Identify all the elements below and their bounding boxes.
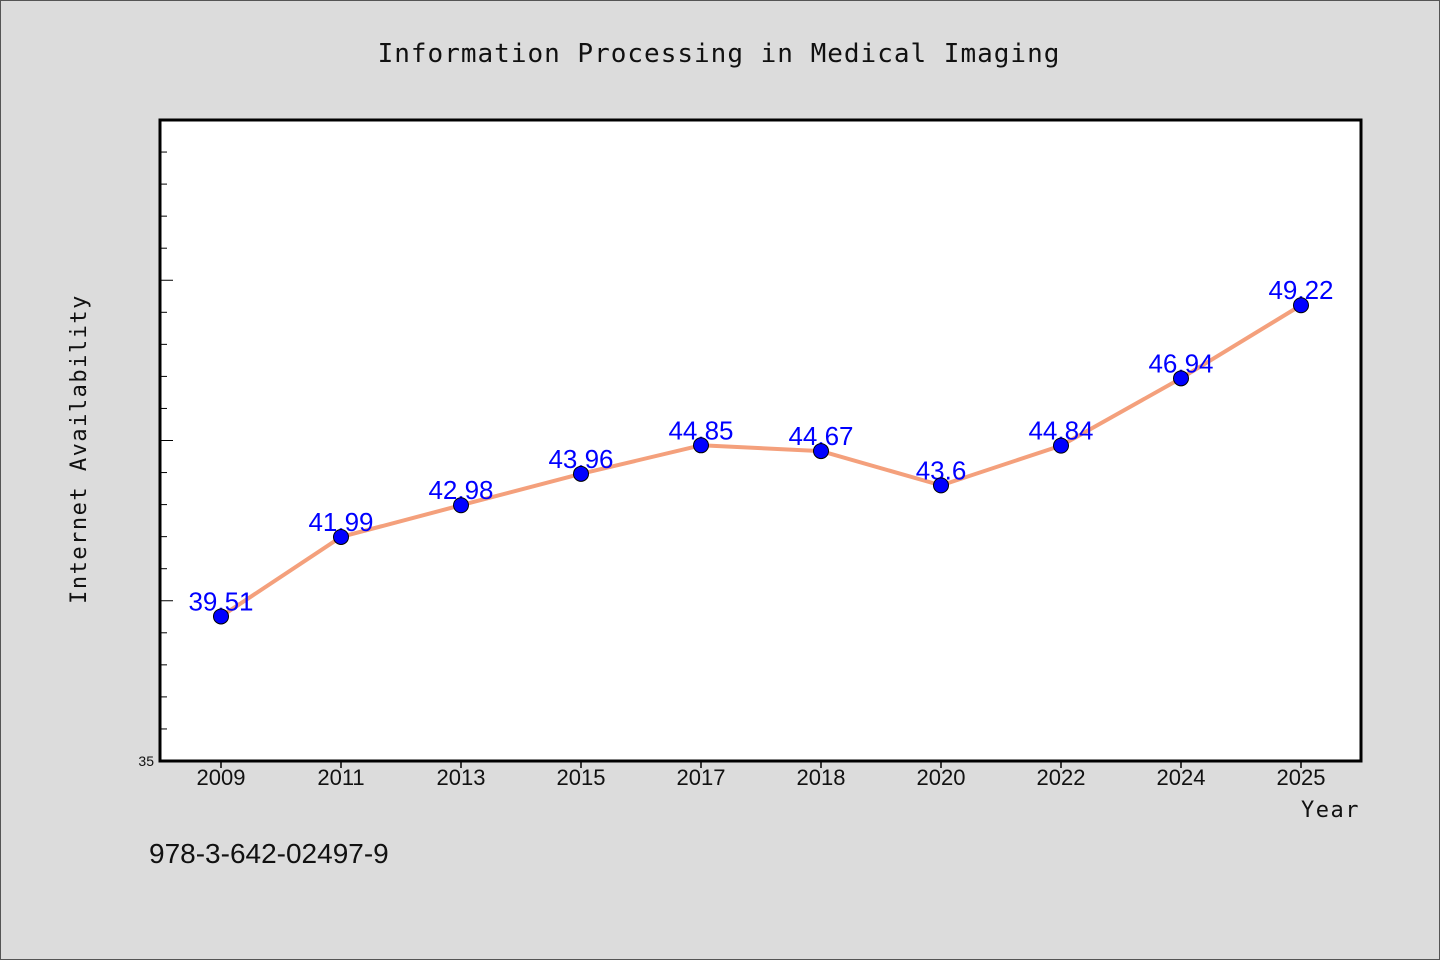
data-point: [1293, 297, 1309, 314]
x-tick-label: 2017: [677, 765, 726, 790]
plot-area: [158, 118, 1363, 763]
x-tick-label: 2022: [1037, 765, 1086, 790]
x-tick-label: 2015: [557, 765, 606, 790]
x-axis: 2009 2011 2013 2015 2017 2018 2020 2022 2024 2025: [197, 761, 1326, 790]
data-point: [333, 528, 349, 545]
data-point: [1173, 370, 1189, 387]
data-point: [933, 477, 949, 494]
data-point: [693, 437, 709, 454]
data-point: [573, 465, 589, 482]
data-point: [1053, 437, 1069, 454]
x-tick-label: 2020: [917, 765, 966, 790]
data-point: [453, 497, 469, 514]
x-tick-label: 2011: [317, 765, 364, 790]
x-tick-label: 2024: [1157, 765, 1206, 790]
data-point: [213, 608, 229, 625]
chart-title: Information Processing in Medical Imagin…: [378, 39, 1061, 69]
series-line: [219, 303, 1303, 619]
y-axis-title: Internet Availability: [67, 294, 92, 604]
x-axis-title: Year: [1301, 798, 1360, 823]
data-point: [813, 443, 829, 460]
y-axis: 35: [138, 151, 173, 769]
x-tick-label: 2013: [437, 765, 486, 790]
x-tick-label: 2018: [797, 765, 846, 790]
y-tick-label: 35: [138, 753, 154, 769]
x-tick-label: 2025: [1277, 765, 1326, 790]
x-tick-label: 2009: [197, 765, 246, 790]
isbn-text: 978-3-642-02497-9: [149, 838, 389, 869]
